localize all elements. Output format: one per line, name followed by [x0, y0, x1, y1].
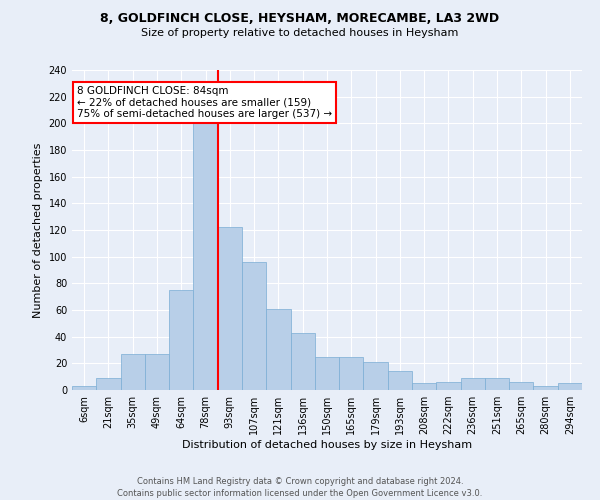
Bar — [364, 362, 388, 390]
Text: Contains HM Land Registry data © Crown copyright and database right 2024.
Contai: Contains HM Land Registry data © Crown c… — [118, 476, 482, 498]
Bar — [315, 356, 339, 390]
Bar — [436, 382, 461, 390]
Bar — [290, 332, 315, 390]
Bar — [218, 228, 242, 390]
Bar — [509, 382, 533, 390]
Bar — [72, 386, 96, 390]
Bar — [339, 356, 364, 390]
Bar — [193, 124, 218, 390]
Bar — [121, 354, 145, 390]
Bar — [533, 386, 558, 390]
Bar — [485, 378, 509, 390]
Bar — [96, 378, 121, 390]
Bar — [169, 290, 193, 390]
Bar — [145, 354, 169, 390]
Text: 8 GOLDFINCH CLOSE: 84sqm
← 22% of detached houses are smaller (159)
75% of semi-: 8 GOLDFINCH CLOSE: 84sqm ← 22% of detach… — [77, 86, 332, 119]
Bar — [558, 384, 582, 390]
Y-axis label: Number of detached properties: Number of detached properties — [33, 142, 43, 318]
Bar — [242, 262, 266, 390]
Text: Size of property relative to detached houses in Heysham: Size of property relative to detached ho… — [142, 28, 458, 38]
Bar — [388, 372, 412, 390]
Bar — [266, 308, 290, 390]
Text: 8, GOLDFINCH CLOSE, HEYSHAM, MORECAMBE, LA3 2WD: 8, GOLDFINCH CLOSE, HEYSHAM, MORECAMBE, … — [100, 12, 500, 26]
X-axis label: Distribution of detached houses by size in Heysham: Distribution of detached houses by size … — [182, 440, 472, 450]
Bar — [412, 384, 436, 390]
Bar — [461, 378, 485, 390]
